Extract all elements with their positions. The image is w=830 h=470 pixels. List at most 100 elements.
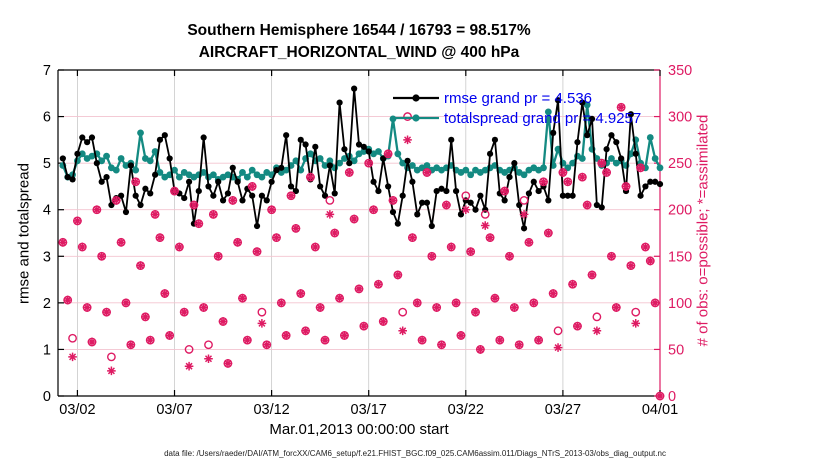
obs-assimilated-marker — [446, 242, 456, 252]
obs-assimilated-marker — [422, 168, 432, 177]
obs-assimilated-marker — [325, 210, 335, 219]
rmse-point — [59, 155, 66, 162]
obs-assimilated-marker — [534, 335, 543, 345]
left-tick-label: 1 — [43, 342, 51, 358]
obs-assimilated-marker — [495, 335, 505, 345]
rmse-point — [321, 192, 329, 199]
obs-assimilated-marker — [194, 219, 204, 228]
left-tick-label: 0 — [43, 389, 51, 405]
obs-assimilated-marker — [408, 233, 417, 242]
rmse-point — [419, 199, 426, 206]
totalspread-point — [175, 173, 183, 181]
obs-assimilated-marker — [301, 326, 310, 336]
obs-assimilated-marker — [63, 295, 73, 305]
totalspread-point — [171, 166, 178, 174]
obs-assimilated-marker — [417, 335, 427, 345]
obs-assimilated-marker — [607, 251, 616, 261]
left-tick-label: 3 — [43, 249, 51, 265]
totalspread-point — [583, 101, 591, 109]
obs-assimilated-marker — [442, 200, 451, 210]
obs-assimilated-marker — [189, 200, 199, 210]
totalspread-point — [651, 155, 659, 162]
rmse-point — [317, 183, 324, 190]
rmse-point — [79, 134, 86, 141]
obs-possible-marker — [553, 326, 563, 336]
rmse-point — [627, 111, 634, 118]
rmse-point — [457, 211, 465, 218]
chart-title: Southern Hemisphere 16544 / 16793 = 98.5… — [187, 22, 531, 39]
totalspread-point — [297, 166, 305, 174]
rmse-point — [74, 150, 81, 157]
obs-assimilated-marker — [621, 182, 631, 191]
obs-assimilated-marker — [645, 256, 655, 266]
obs-possible-marker — [398, 307, 408, 317]
rmse-point — [370, 178, 377, 185]
rmse-point — [239, 197, 246, 204]
totalspread-point — [78, 150, 86, 158]
rmse-point — [346, 160, 353, 167]
obs-assimilated-marker — [170, 186, 179, 196]
rmse-point — [520, 225, 528, 232]
obs-assimilated-marker — [92, 205, 102, 215]
obs-assimilated-marker — [344, 168, 354, 177]
rmse-point — [613, 139, 620, 146]
x-tick-label: 03/22 — [448, 402, 484, 418]
obs-assimilated-marker — [412, 298, 422, 308]
obs-assimilated-marker — [568, 279, 577, 289]
x-tick-label: 03/27 — [545, 402, 581, 418]
totalspread-point — [394, 150, 402, 158]
rmse-point — [181, 194, 188, 202]
obs-assimilated-marker — [519, 210, 529, 219]
obs-assimilated-marker — [466, 247, 475, 256]
rmse-point — [603, 146, 610, 153]
obs-possible-marker — [204, 340, 213, 350]
rmse-point — [292, 187, 299, 195]
obs-possible-marker — [461, 191, 471, 201]
obs-assimilated-marker — [233, 238, 242, 247]
rmse-point — [122, 208, 130, 216]
totalspread-point — [132, 166, 140, 174]
rmse-point — [147, 190, 154, 197]
obs-assimilated-marker — [480, 221, 490, 230]
legend-item-rmse: rmse grand pr = 4.536 — [392, 88, 641, 108]
rmse-point — [394, 220, 401, 227]
obs-assimilated-marker — [155, 233, 165, 242]
rmse-point — [273, 167, 280, 174]
rmse-point — [351, 85, 358, 92]
rmse-point — [535, 187, 542, 195]
obs-assimilated-marker — [160, 289, 170, 298]
rmse-point — [501, 197, 508, 204]
obs-assimilated-marker — [291, 224, 301, 233]
obs-assimilated-marker — [378, 317, 388, 326]
obs-possible-marker — [631, 307, 641, 317]
obs-assimilated-marker — [209, 210, 218, 219]
rmse-point — [588, 115, 596, 122]
rmse-point — [511, 160, 518, 167]
obs-assimilated-marker — [286, 191, 296, 201]
right-tick-label: 0 — [668, 389, 676, 405]
rmse-point — [433, 187, 440, 195]
totalspread-point — [462, 166, 470, 174]
totalspread-point — [399, 159, 407, 167]
rmse-point — [632, 150, 639, 157]
legend-item-totalspread: totalspread grand pr = 4.9257 — [392, 108, 641, 128]
rmse-point — [93, 160, 100, 167]
rmse-point — [564, 192, 571, 199]
obs-assimilated-marker — [204, 354, 213, 364]
obs-assimilated-marker — [223, 359, 233, 368]
rmse-point — [84, 139, 91, 146]
rmse-point — [118, 192, 125, 199]
obs-assimilated-marker — [296, 289, 306, 298]
rmse-point — [142, 185, 149, 192]
rmse-point — [491, 136, 499, 143]
obs-assimilated-marker — [437, 340, 446, 350]
rmse-point — [341, 146, 348, 153]
totalspread-point — [151, 148, 159, 155]
rmse-point — [414, 211, 421, 218]
rmse-point — [477, 192, 484, 199]
totalspread-point — [326, 157, 334, 165]
left-tick-label: 6 — [43, 110, 51, 126]
obs-assimilated-marker — [330, 228, 340, 238]
totalspread-point — [243, 173, 251, 181]
obs-assimilated-marker — [150, 210, 160, 219]
